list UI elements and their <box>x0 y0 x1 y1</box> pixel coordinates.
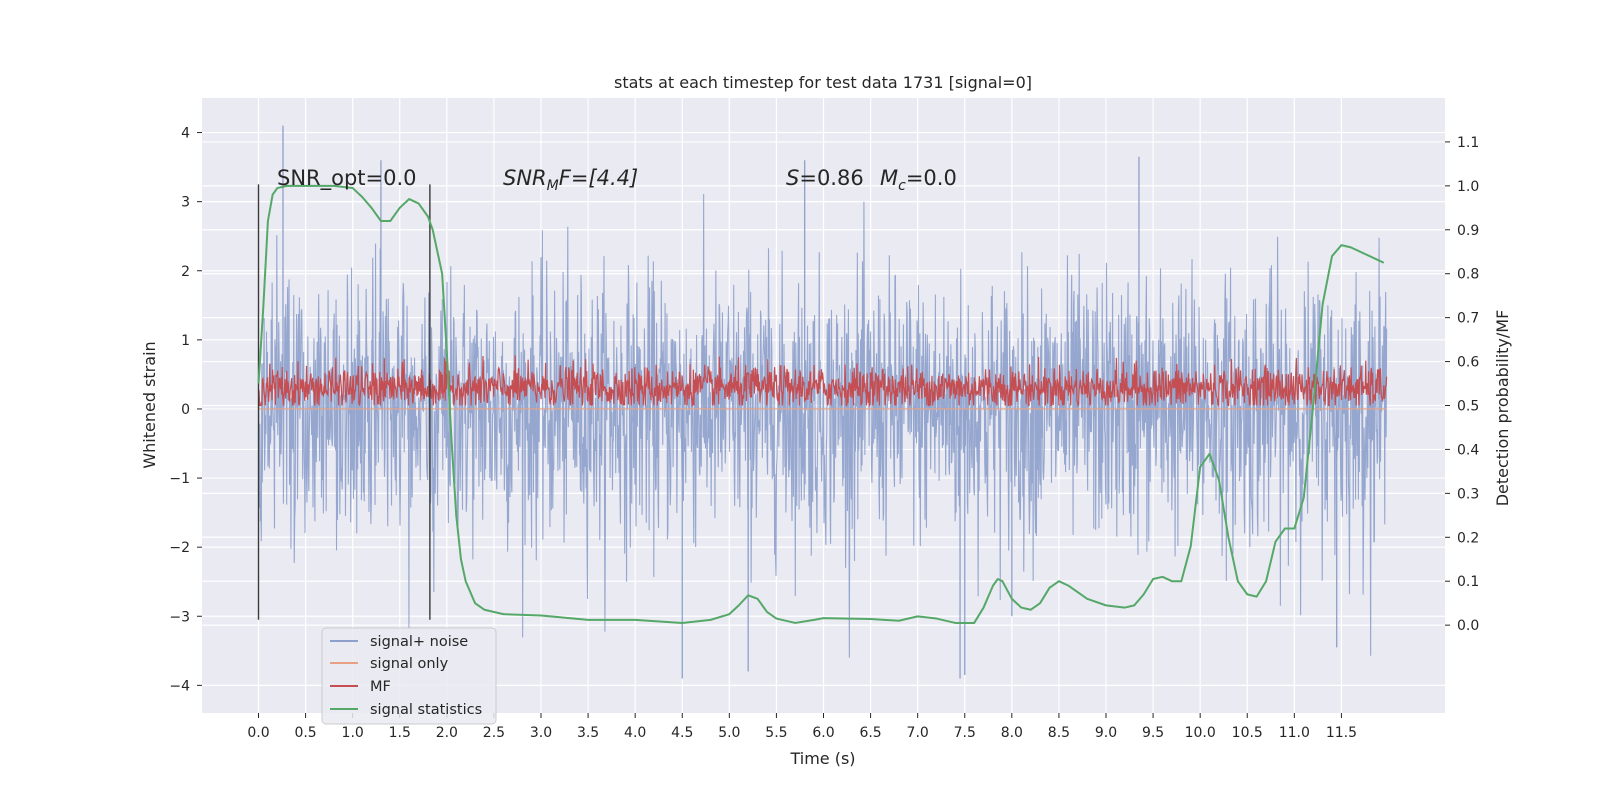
y-right-tick-label-7: 0.7 <box>1457 311 1479 327</box>
noise-line <box>257 193 1388 658</box>
x-tick-label-7: 3.5 <box>577 725 599 741</box>
x-tick-label-11: 5.5 <box>765 725 787 741</box>
legend-label-signal-only: signal only <box>370 656 449 672</box>
y-right-axis-label: Detection probability/MF <box>1493 310 1512 507</box>
annotation-mc-value: =0.0 <box>906 166 957 190</box>
x-axis-label: Time (s) <box>789 749 855 768</box>
x-tick-label-12: 6.0 <box>812 725 834 741</box>
y-right-tick-label-10: 1.0 <box>1457 179 1479 195</box>
y-left-tick-label-3: −1 <box>169 471 190 487</box>
vertical-markers <box>257 184 431 620</box>
y-right-tick-label-1: 0.1 <box>1457 574 1479 590</box>
y-left-tick-label-5: 1 <box>181 333 190 349</box>
x-tick-label-18: 9.0 <box>1095 725 1117 741</box>
annotation-s: S=0.86 <box>786 166 864 190</box>
x-tick-label-14: 7.0 <box>907 725 929 741</box>
x-tick-label-6: 3.0 <box>530 725 552 741</box>
x-tick-label-17: 8.5 <box>1048 725 1070 741</box>
annotation-snr-mf: SNRMF=[4.4] <box>503 166 638 194</box>
annotation-mc: Mc=0.0 <box>880 166 957 194</box>
annotation-mc-sub: c <box>898 178 906 194</box>
y-left-tick-label-4: 0 <box>181 402 190 418</box>
y-left-tick-label-6: 2 <box>181 264 190 280</box>
y-right-tick-label-4: 0.4 <box>1457 442 1479 458</box>
y-right-axis-ticks: 0.0 0.1 0.2 0.3 0.4 0.5 0.6 0.7 0.8 0.9 1.0 1.1 <box>1445 135 1479 634</box>
mf-line <box>257 355 1388 408</box>
y-right-tick-label-5: 0.5 <box>1457 399 1479 415</box>
annotation-snr-mf-sub: M <box>547 178 559 194</box>
y-left-axis-ticks: −4 −3 −2 −1 0 1 2 3 4 <box>169 126 202 694</box>
x-tick-label-9: 4.5 <box>671 725 693 741</box>
series-mf <box>257 355 1388 408</box>
y-left-tick-label-7: 3 <box>181 195 190 211</box>
y-right-tick-label-0: 0.0 <box>1457 618 1479 634</box>
y-left-tick-label-1: −3 <box>169 609 190 625</box>
annotation-mc-label: M <box>880 166 898 190</box>
x-tick-label-23: 11.5 <box>1326 725 1357 741</box>
annotation-snr-mf-prefix: SNR <box>503 166 547 190</box>
annotation-s-label: S <box>786 166 799 190</box>
x-tick-label-20: 10.0 <box>1185 725 1216 741</box>
y-right-tick-label-3: 0.3 <box>1457 486 1479 502</box>
x-tick-label-3: 1.5 <box>389 725 411 741</box>
y-left-tick-label-8: 4 <box>181 126 190 142</box>
annotation-s-value: =0.86 <box>799 166 863 190</box>
x-tick-label-19: 9.5 <box>1142 725 1164 741</box>
x-tick-label-10: 5.0 <box>718 725 740 741</box>
x-tick-label-8: 4.0 <box>624 725 646 741</box>
y-right-tick-label-2: 0.2 <box>1457 530 1479 546</box>
x-tick-label-0: 0.0 <box>247 725 269 741</box>
y-left-tick-label-0: −4 <box>169 678 190 694</box>
x-tick-label-1: 0.5 <box>294 725 316 741</box>
y-right-tick-label-11: 1.1 <box>1457 135 1479 151</box>
y-left-axis-label: Whitened strain <box>140 341 159 468</box>
y-right-tick-label-9: 0.9 <box>1457 223 1479 239</box>
x-axis-ticks: 0.0 0.5 1.0 1.5 2.0 2.5 3.0 3.5 4.0 4.5 5.0 5.5 6.0 6… <box>247 713 1357 741</box>
annotation-snr-opt: SNR_opt=0.0 <box>277 166 417 191</box>
annotation-snr-mf-suffix: F=[4.4] <box>559 166 638 190</box>
y-right-tick-label-6: 0.6 <box>1457 355 1479 371</box>
y-right-tick-label-8: 0.8 <box>1457 267 1479 283</box>
legend-label-signal-statistics: signal statistics <box>370 702 482 718</box>
chart-title: stats at each timestep for test data 173… <box>614 73 1032 92</box>
x-tick-label-2: 1.0 <box>342 725 364 741</box>
series-signal-noise <box>257 125 1388 679</box>
x-tick-label-5: 2.5 <box>483 725 505 741</box>
x-tick-label-15: 7.5 <box>954 725 976 741</box>
x-tick-label-21: 10.5 <box>1232 725 1263 741</box>
x-tick-label-22: 11.0 <box>1279 725 1310 741</box>
signal-statistics-line <box>257 184 1385 624</box>
series-signal-statistics <box>257 184 1385 624</box>
legend-label-mf: MF <box>370 679 391 695</box>
x-tick-label-16: 8.0 <box>1001 725 1023 741</box>
y-left-tick-label-2: −2 <box>169 540 190 556</box>
legend-box <box>321 627 497 725</box>
legend-label-signal-noise: signal+ noise <box>370 634 468 650</box>
x-tick-label-13: 6.5 <box>859 725 881 741</box>
legend: signal+ noise signal only MF signal stat… <box>321 627 497 725</box>
x-tick-label-4: 2.0 <box>436 725 458 741</box>
